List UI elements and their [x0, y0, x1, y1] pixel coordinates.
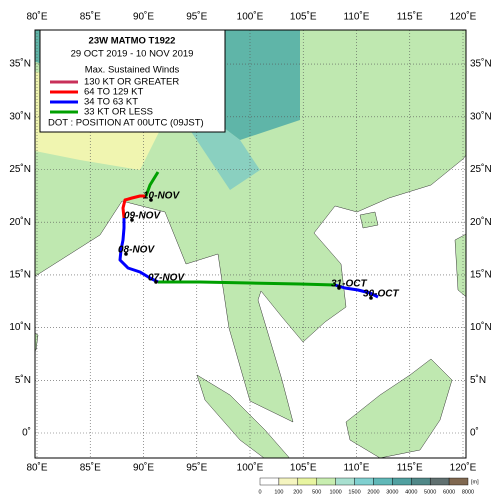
colorbar-label: 100	[274, 489, 283, 495]
position-dot	[124, 252, 128, 256]
colorbar-cell	[335, 477, 355, 486]
lat-label: 30˚N	[470, 110, 492, 122]
lat-label: 35˚N	[9, 58, 31, 70]
date-label: 30-OCT	[363, 289, 399, 300]
colorbar-cell	[297, 477, 317, 486]
lon-label: 105˚E	[290, 11, 317, 23]
lat-label: 30˚N	[9, 110, 31, 122]
lon-label: 80˚E	[26, 11, 47, 23]
map-frame	[34, 29, 467, 459]
lat-label: 5˚N	[470, 374, 486, 386]
lon-label: 120˚E	[450, 462, 477, 474]
lat-label: 15˚N	[9, 269, 31, 281]
colorbar-cell	[429, 477, 450, 486]
colorbar-cell	[373, 477, 393, 486]
legend-label: 130 KT OR GREATER	[84, 77, 179, 88]
colorbar-label: 1500	[348, 489, 360, 495]
legend-label: 34 TO 63 KT	[84, 97, 138, 108]
title: 23W MATMO T1922	[89, 36, 176, 47]
colorbar-cell	[411, 477, 431, 486]
colorbar-label: 3000	[386, 489, 398, 495]
lon-label: 115˚E	[397, 11, 423, 23]
lat-label: 25˚N	[470, 163, 492, 175]
colorbar-cell	[392, 477, 412, 486]
colorbar-label: 8000	[462, 489, 474, 495]
lon-label: 110˚E	[344, 462, 370, 474]
lon-label: 100˚E	[237, 11, 264, 23]
lon-label: 105˚E	[290, 462, 317, 474]
colorbar-label: 4000	[405, 489, 417, 495]
colorbar-label: 0	[258, 489, 261, 495]
lat-label: 10˚N	[9, 321, 31, 333]
colorbar-label: 2000	[367, 489, 379, 495]
colorbar-unit: [m]	[471, 479, 479, 485]
track-td2	[144, 171, 160, 197]
lon-label: 80˚E	[26, 462, 47, 474]
colorbar-label: 6000	[443, 489, 455, 495]
lat-label: 20˚N	[9, 216, 31, 228]
position-dot	[369, 296, 373, 300]
date-label: 08-NOV	[118, 245, 155, 256]
lat-label: 15˚N	[470, 269, 492, 281]
lat-label: 5˚N	[15, 374, 31, 386]
date-label: 07-NOV	[148, 273, 185, 284]
track-td	[158, 280, 336, 287]
position-dot	[337, 286, 341, 290]
position-dot	[149, 198, 153, 202]
lat-label: 10˚N	[470, 321, 492, 333]
lon-label: 100˚E	[237, 462, 264, 474]
colorbar-cell	[448, 477, 469, 486]
colorbar: 0 100 200 500 1000 1500 2000 3000 4000 5000 6000 80…	[258, 477, 479, 495]
lon-label: 95˚E	[186, 462, 207, 474]
period: 29 OCT 2019 - 10 NOV 2019	[71, 49, 194, 60]
lon-label: 120˚E	[450, 11, 477, 23]
lat-label: 20˚N	[470, 216, 492, 228]
position-dot	[154, 280, 158, 284]
colorbar-label: 1000	[330, 489, 342, 495]
track-ts	[334, 283, 379, 299]
lon-label: 90˚E	[133, 11, 154, 23]
position-dot	[130, 218, 134, 222]
colorbar-cell	[316, 477, 336, 486]
sumatra	[196, 374, 290, 458]
lat-label: 0˚	[470, 427, 479, 439]
lon-label: 115˚E	[397, 462, 423, 474]
date-label: 09-NOV	[124, 211, 161, 222]
lon-label: 85˚E	[80, 462, 101, 474]
colorbar-label: 5000	[424, 489, 436, 495]
legend-label: 33 KT OR LESS	[84, 107, 153, 118]
track	[118, 171, 379, 299]
hainan	[359, 211, 379, 229]
lon-label: 90˚E	[133, 462, 154, 474]
legend-label: 64 TO 129 KT	[84, 87, 144, 98]
lat-label: 0˚	[22, 427, 31, 439]
colorbar-label: 500	[312, 489, 321, 495]
legend-note: DOT : POSITION AT 00UTC (09JST)	[48, 118, 204, 129]
lon-label: 85˚E	[80, 11, 101, 23]
colorbar-cell	[278, 477, 299, 486]
date-label: 31-OCT	[331, 279, 367, 290]
lon-label: 95˚E	[186, 11, 207, 23]
lat-label: 35˚N	[470, 58, 492, 70]
date-label: 10-NOV	[143, 191, 180, 202]
colorbar-label: 200	[293, 489, 302, 495]
lat-label: 25˚N	[9, 163, 31, 175]
colorbar-cell	[354, 477, 374, 486]
lon-label: 110˚E	[344, 11, 370, 23]
colorbar-cell	[259, 477, 280, 486]
track-ty	[121, 194, 146, 219]
track-ts2	[118, 218, 159, 284]
legend-heading: Max. Sustained Winds	[85, 65, 180, 76]
